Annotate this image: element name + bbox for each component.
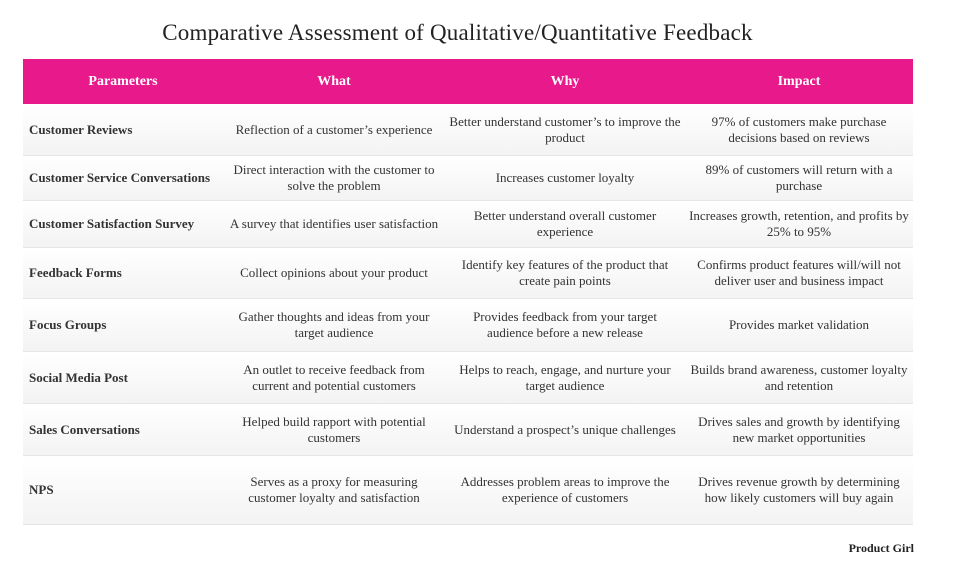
- row-why: Better understand customer’s to improve …: [449, 113, 681, 145]
- row-parameter: Sales Conversations: [29, 421, 140, 437]
- row-parameter: Customer Satisfaction Survey: [29, 216, 195, 231]
- page-title: Comparative Assessment of Qualitative/Qu…: [162, 20, 753, 45]
- row-parameter: Customer Service Conversations: [29, 170, 211, 185]
- row-parameter: Focus Groups: [29, 317, 107, 332]
- row-why: Better understand overall customer exper…: [473, 208, 657, 239]
- row-what: Serves as a proxy for measuring customer…: [248, 474, 420, 505]
- table-row: Customer Service Conversations Direct in…: [23, 156, 913, 201]
- footer-brand: Product Girl: [848, 541, 914, 555]
- row-what: Reflection of a customer’s experience: [235, 121, 433, 137]
- row-parameter: NPS: [29, 482, 54, 497]
- row-what: Direct interaction with the customer to …: [233, 162, 435, 193]
- row-impact: Increases growth, retention, and profits…: [689, 208, 909, 239]
- header-impact: Impact: [777, 73, 821, 89]
- row-impact: Builds brand awareness, customer loyalty…: [690, 361, 908, 393]
- row-parameter: Social Media Post: [29, 369, 128, 385]
- row-what: Collect opinions about your product: [240, 265, 428, 280]
- table-row: Feedback Forms Collect opinions about yo…: [23, 248, 913, 299]
- row-impact: Drives revenue growth by determining how…: [698, 474, 900, 505]
- row-impact: Provides market validation: [728, 317, 870, 332]
- row-impact: Confirms product features will/will not …: [697, 257, 901, 288]
- row-why: Addresses problem areas to improve the e…: [460, 474, 670, 505]
- row-impact: 89% of customers will return with a purc…: [705, 162, 893, 193]
- header-parameters: Parameters: [88, 73, 158, 89]
- row-impact: Drives sales and growth by identifying n…: [698, 413, 900, 445]
- row-parameter: Customer Reviews: [29, 121, 133, 137]
- table-row: Focus Groups Gather thoughts and ideas f…: [23, 299, 913, 352]
- table-row: Customer Satisfaction Survey A survey th…: [23, 201, 913, 248]
- table-row: Sales Conversations Helped build rapport…: [23, 404, 913, 456]
- table-header-row: Parameters What Why Impact: [23, 59, 913, 104]
- header-what: What: [317, 73, 351, 89]
- feedback-table: Parameters What Why Impact Customer Revi…: [23, 59, 913, 525]
- table-row: NPS Serves as a proxy for measuring cust…: [23, 456, 913, 525]
- row-why: Understand a prospect’s unique challenge…: [454, 421, 676, 437]
- row-impact: 97% of customers make purchase decisions…: [711, 113, 887, 145]
- row-why: Increases customer loyalty: [495, 170, 635, 185]
- row-what: Helped build rapport with potential cust…: [242, 413, 426, 445]
- row-what: Gather thoughts and ideas from your targ…: [238, 309, 430, 340]
- row-why: Helps to reach, engage, and nurture your…: [459, 361, 671, 393]
- header-why: Why: [550, 73, 580, 89]
- row-why: Provides feedback from your target audie…: [473, 309, 657, 340]
- table-row: Customer Reviews Reflection of a custome…: [23, 104, 913, 156]
- table-row: Social Media Post An outlet to receive f…: [23, 352, 913, 404]
- row-why: Identify key features of the product tha…: [461, 257, 669, 288]
- row-what: A survey that identifies user satisfacti…: [229, 216, 439, 231]
- row-parameter: Feedback Forms: [29, 265, 122, 280]
- row-what: An outlet to receive feedback from curre…: [243, 361, 425, 393]
